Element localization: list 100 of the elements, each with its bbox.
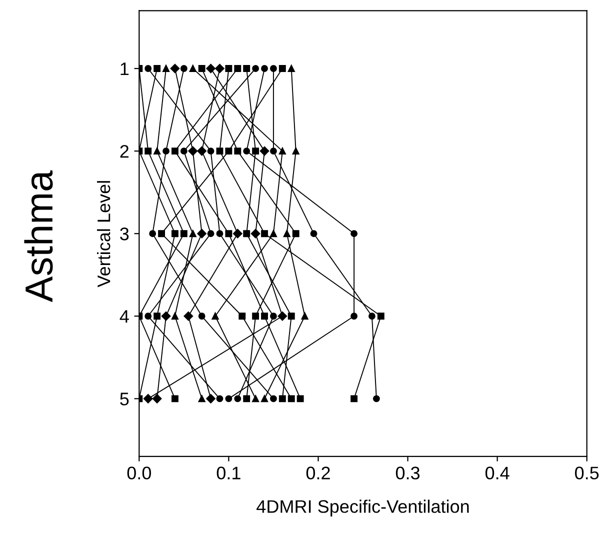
point [250, 228, 260, 238]
y-tick-label: 2 [120, 144, 129, 158]
x-tick-label: 0.2 [306, 466, 330, 480]
point [198, 312, 206, 320]
point [234, 395, 242, 402]
point [197, 146, 206, 156]
point [288, 312, 295, 320]
point [144, 312, 152, 320]
point [189, 65, 196, 72]
point [270, 148, 277, 155]
point [238, 312, 246, 320]
point [234, 65, 242, 72]
y-tick-label: 3 [120, 228, 129, 240]
point [278, 395, 286, 402]
point [261, 65, 268, 72]
point [161, 312, 171, 321]
point [225, 65, 232, 72]
point [171, 312, 178, 320]
point [278, 65, 286, 72]
point [154, 65, 161, 72]
point [252, 312, 260, 320]
point [261, 312, 268, 320]
x-tick-label: 0.3 [396, 466, 420, 480]
point [188, 146, 198, 156]
point [215, 64, 224, 74]
y-axis-title: Vertical Level [97, 181, 110, 288]
point [171, 148, 178, 155]
point [283, 230, 290, 238]
point [170, 64, 180, 74]
point [270, 395, 277, 402]
point [207, 230, 214, 238]
point [184, 312, 194, 321]
point [162, 65, 170, 72]
point [198, 65, 206, 72]
x-axis-title: 4DMRI Specific-Ventilation [256, 500, 469, 516]
point [350, 230, 358, 238]
point [278, 312, 288, 321]
point [261, 395, 268, 402]
x-tick-label: 0.1 [216, 466, 240, 480]
point [143, 394, 153, 404]
point [243, 65, 250, 72]
point [292, 148, 300, 155]
point [149, 230, 156, 238]
point [206, 394, 216, 404]
y-tick-label: 4 [120, 310, 129, 323]
point [216, 395, 224, 402]
point [152, 394, 162, 404]
point [252, 148, 260, 155]
point [243, 395, 250, 402]
point [350, 312, 358, 320]
point [216, 148, 224, 155]
point [278, 148, 286, 155]
point [350, 395, 358, 402]
x-tick-label: 0.0 [127, 466, 151, 480]
point [260, 146, 270, 156]
point [180, 65, 188, 72]
point [233, 228, 242, 238]
point [270, 65, 277, 72]
point [198, 395, 206, 402]
point [144, 148, 152, 155]
point [377, 312, 384, 320]
point [252, 395, 260, 402]
point [234, 148, 242, 155]
point [144, 65, 152, 72]
point [288, 395, 295, 402]
point [154, 312, 161, 320]
point [216, 230, 224, 238]
point [171, 395, 178, 402]
point [368, 312, 376, 320]
point [225, 148, 232, 155]
point [292, 230, 300, 238]
point [270, 230, 277, 238]
point [310, 230, 318, 238]
point [261, 230, 268, 238]
point [225, 395, 232, 402]
point [243, 148, 250, 155]
point [243, 230, 250, 238]
point [154, 148, 161, 155]
y-tick-label: 1 [120, 62, 129, 76]
x-tick-label: 0.4 [485, 466, 510, 480]
point [372, 395, 380, 402]
point [288, 65, 295, 72]
point [189, 230, 196, 238]
point [252, 65, 260, 72]
y-tick-label: 5 [120, 392, 129, 406]
point [162, 148, 170, 155]
point [212, 312, 219, 320]
point [197, 228, 206, 238]
point [206, 64, 216, 74]
point [225, 230, 232, 238]
point [158, 230, 166, 238]
point [207, 148, 214, 155]
x-tick-label: 0.5 [575, 466, 599, 480]
point [171, 230, 178, 238]
point [296, 395, 304, 402]
text: Asthma [24, 170, 53, 302]
point [180, 148, 188, 155]
point [180, 230, 188, 238]
point [270, 312, 277, 320]
point [301, 312, 308, 320]
